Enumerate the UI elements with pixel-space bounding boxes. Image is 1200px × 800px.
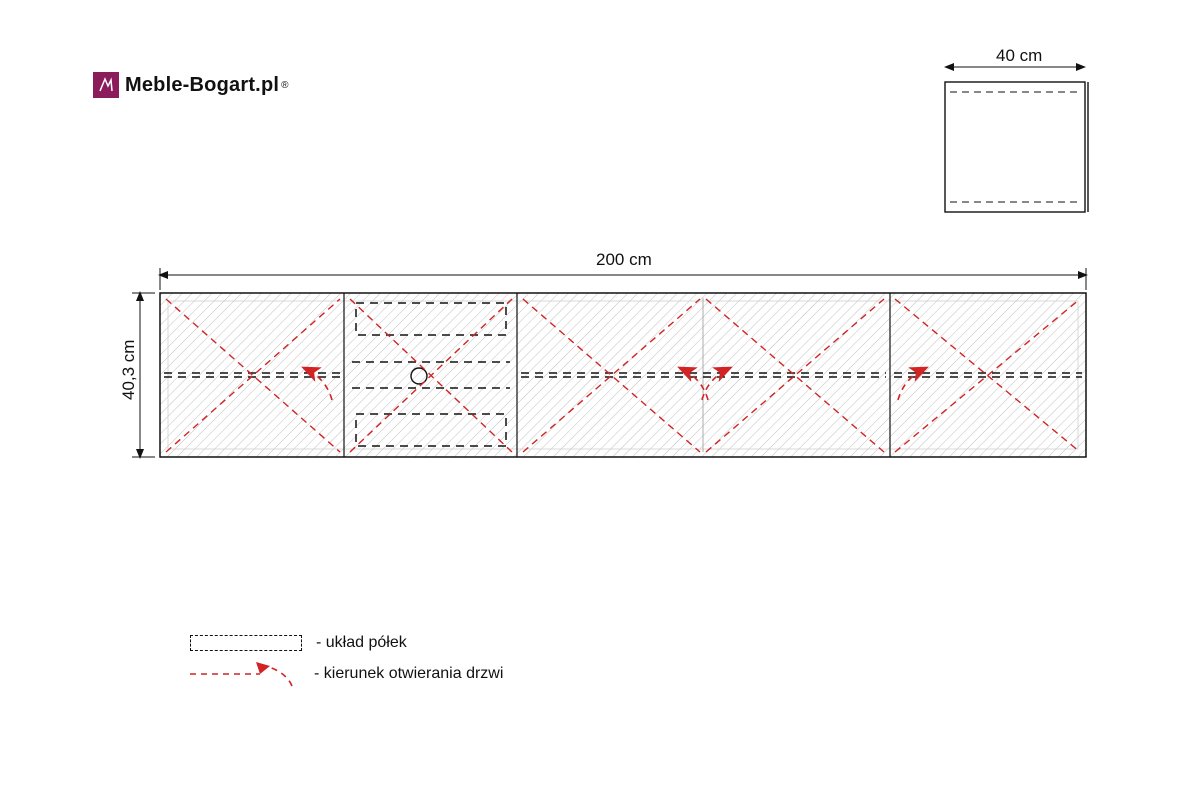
legend-shelves: - układ półek <box>190 634 503 652</box>
legend-door-text: - kierunek otwierania drzwi <box>314 665 503 683</box>
main-width-label: 200 cm <box>596 250 652 270</box>
main-height-label: 40,3 cm <box>119 340 139 400</box>
side-width-label: 40 cm <box>996 46 1042 66</box>
side-view <box>945 67 1088 212</box>
legend-shelves-text: - układ półek <box>316 634 407 652</box>
legend: - układ półek - kierunek otwierania drzw… <box>190 626 503 688</box>
legend-arrow-icon <box>190 660 300 688</box>
legend-dash-icon <box>190 635 302 651</box>
furniture-diagram <box>0 0 1200 800</box>
legend-door: - kierunek otwierania drzwi <box>190 660 503 688</box>
